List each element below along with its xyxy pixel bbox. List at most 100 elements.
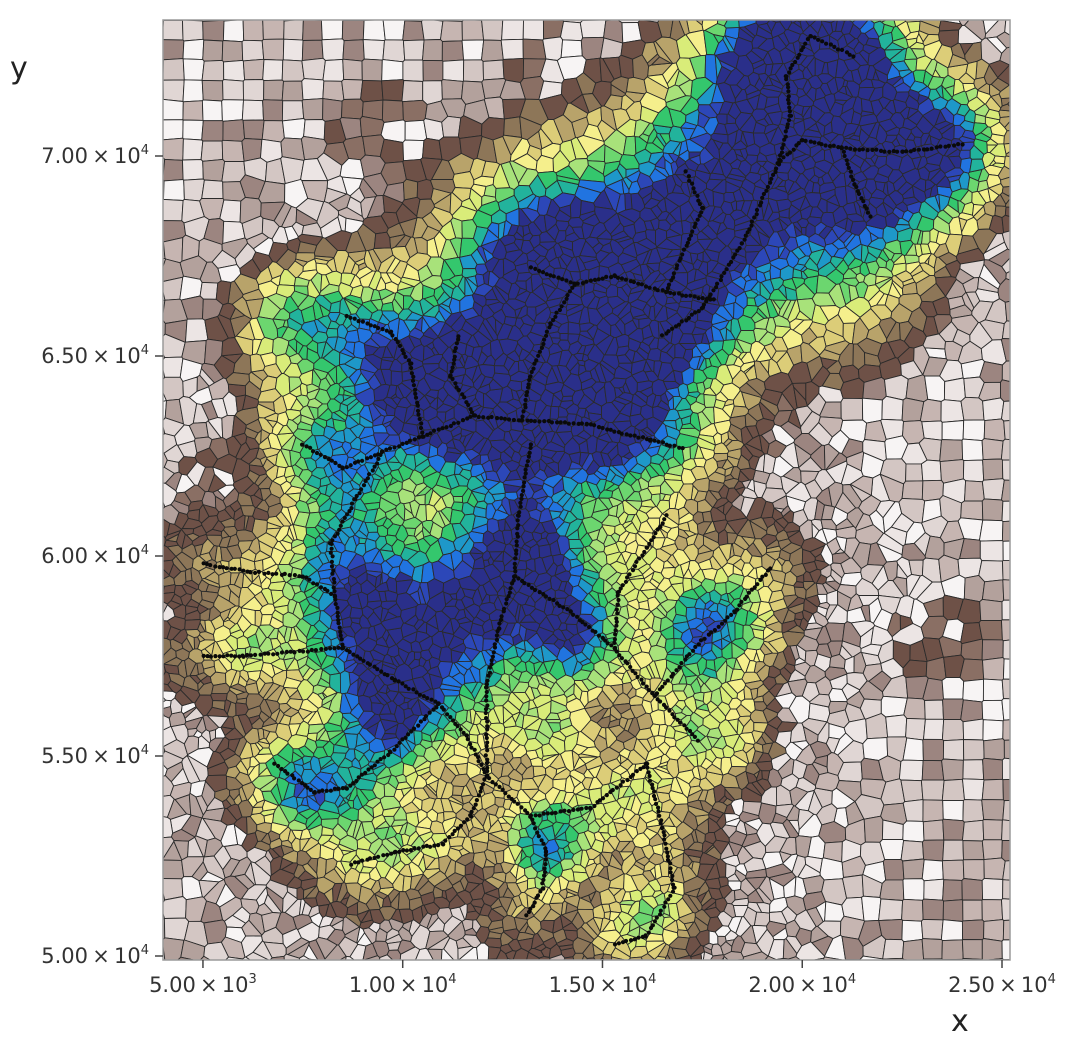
voronoi-cell: [740, 131, 748, 148]
voronoi-cell: [223, 59, 246, 82]
voronoi-cell: [163, 119, 184, 141]
voronoi-cell: [916, 115, 935, 135]
voronoi-cell: [996, 31, 1010, 49]
voronoi-cell: [1033, 257, 1080, 305]
voronoi-cell: [961, 438, 984, 462]
voronoi-cell: [801, 106, 811, 118]
voronoi-cell: [913, 136, 922, 148]
voronoi-cell: [163, 219, 164, 229]
voronoi-cell: [896, 21, 911, 38]
voronoi-cell: [163, 257, 167, 269]
voronoi-cell: [403, 20, 424, 22]
voronoi-cell: [1001, 400, 1010, 422]
voronoi-cell: [1022, 559, 1080, 582]
voronoi-cell: [905, 243, 918, 256]
voronoi-cell: [801, 155, 816, 171]
voronoi-cell: [780, 0, 815, 12]
voronoi-cell: [1020, 296, 1080, 320]
voronoi-cell: [868, 0, 882, 12]
voronoi-cell: [200, 140, 224, 162]
voronoi-cell: [282, 20, 301, 22]
voronoi-cell: [381, 99, 404, 123]
voronoi-cell: [481, 20, 504, 41]
voronoi-cell: [362, 39, 385, 61]
voronoi-cell: [1002, 658, 1010, 680]
voronoi-cell: [981, 438, 1004, 461]
voronoi-cell: [219, 199, 242, 223]
voronoi-cell: [201, 179, 224, 199]
voronoi-cell: [472, 209, 493, 229]
voronoi-cell: [422, 59, 444, 82]
voronoi-cell: [201, 20, 224, 22]
voronoi-cell: [941, 74, 956, 90]
voronoi-cell: [943, 377, 966, 402]
voronoi-cell: [322, 58, 345, 82]
voronoi-cell: [811, 182, 821, 194]
voronoi-cell: [777, 32, 790, 47]
voronoi-cell: [1014, 63, 1031, 82]
voronoi-cell: [235, 697, 248, 705]
voronoi-cell: [222, 79, 244, 101]
voronoi-cell: [877, 0, 910, 11]
voronoi-cell: [998, 109, 1010, 119]
voronoi-cell: [221, 139, 245, 162]
voronoi-cell: [242, 58, 265, 81]
voronoi-cell: [1016, 207, 1027, 221]
voronoi-cell: [441, 79, 464, 100]
voronoi-cell: [959, 658, 985, 682]
voronoi-cell: [1026, 170, 1034, 189]
voronoi-cell: [881, 23, 895, 36]
voronoi-cell: [163, 179, 165, 201]
voronoi-cell: [529, 757, 543, 767]
voronoi-cell: [747, 71, 760, 88]
voronoi-cell: [999, 116, 1010, 128]
voronoi-cell: [163, 652, 165, 664]
voronoi-cell: [619, 154, 640, 170]
voronoi-cell: [668, 575, 684, 585]
voronoi-cell: [925, 656, 947, 681]
voronoi-cell: [210, 692, 228, 702]
voronoi-cell: [440, 20, 463, 42]
voronoi-cell: [924, 699, 944, 720]
voronoi-cell: [766, 231, 785, 248]
voronoi-cell: [1023, 740, 1080, 760]
voronoi-cell: [579, 20, 607, 39]
voronoi-cell: [905, 94, 920, 111]
voronoi-cell: [322, 98, 343, 122]
voronoi-cell: [221, 99, 244, 122]
voronoi-cell: [87, 672, 157, 687]
voronoi-cell: [578, 255, 598, 264]
voronoi-cell: [1033, 33, 1080, 86]
voronoi-cell: [620, 94, 635, 111]
voronoi-cell: [1001, 678, 1010, 700]
voronoi-cell: [1016, 220, 1036, 234]
voronoi-cell: [1023, 399, 1080, 422]
voronoi-cell: [163, 452, 164, 454]
voronoi-cell: [361, 58, 383, 82]
voronoi-cell: [1023, 518, 1080, 541]
voronoi-cell: [163, 424, 166, 436]
voronoi-cell: [891, 3, 906, 17]
voronoi-cell: [549, 405, 560, 420]
voronoi-cell: [757, 37, 775, 53]
voronoi-cell: [720, 200, 734, 215]
voronoi-cell: [582, 20, 606, 21]
voronoi-cell: [201, 99, 223, 122]
voronoi-cell: [1031, 2, 1080, 47]
voronoi-cell: [136, 524, 157, 541]
voronoi-cell: [681, 220, 692, 235]
voronoi-cell: [638, 161, 656, 178]
voronoi-cell: [923, 134, 932, 146]
voronoi-cell: [617, 212, 636, 228]
voronoi-cell: [342, 58, 363, 81]
voronoi-cell: [787, 181, 802, 196]
voronoi-cell: [222, 20, 243, 22]
voronoi-cell: [1001, 230, 1010, 251]
voronoi-cell: [998, 84, 1010, 100]
voronoi-cell: [486, 518, 500, 535]
voronoi-cell: [921, 459, 942, 482]
voronoi-cell: [962, 718, 984, 741]
voronoi-cell: [831, 238, 847, 250]
voronoi-cell: [91, 768, 159, 788]
voronoi-cell: [842, 0, 860, 10]
